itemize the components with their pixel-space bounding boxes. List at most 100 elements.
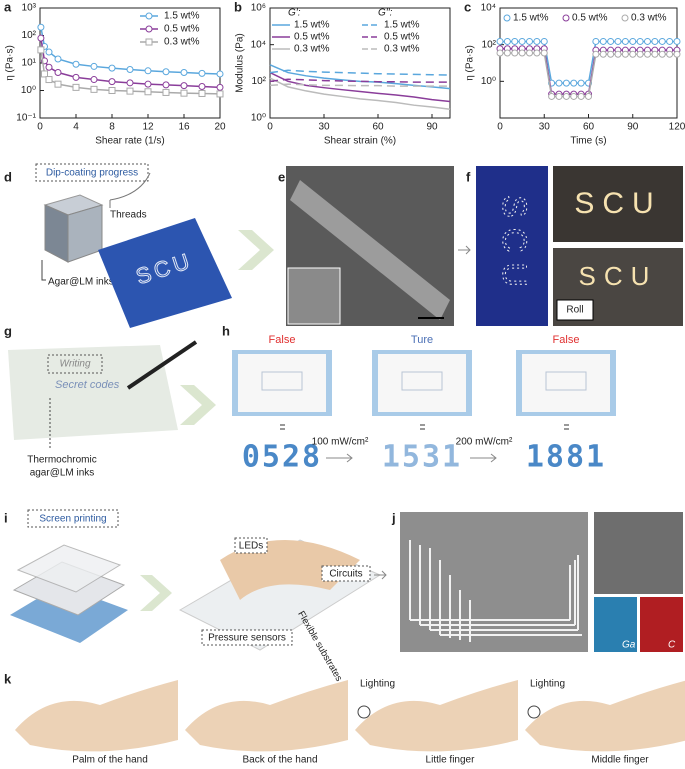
hand [15,680,178,752]
y-tick-label: 10³ [22,3,37,14]
d-title: Dip-coating progress [46,168,138,179]
legend-marker [145,12,153,20]
h-panel: False 0528 Ture 1531 False 1881 100 mW/cm² 200 … [232,334,616,475]
hand [185,680,348,752]
series-line [269,71,451,103]
legend-label: 1.5 wt% [384,20,420,31]
led-letters: SCU [579,261,658,291]
k-panel: Palm of the hand Back of the hand Little f… [15,679,685,766]
marker [570,92,578,100]
i-leds: LEDs [239,541,263,552]
panel-label: g [4,323,12,338]
bars [280,428,285,430]
led-glow [357,705,371,719]
arrow [180,385,216,425]
legend-label: 0.5 wt% [294,32,330,43]
marker [518,37,526,45]
marker [533,37,541,45]
pointer [109,172,151,208]
legend-marker [145,38,153,46]
screen-digits [545,371,587,391]
marker [555,92,563,100]
marker [54,69,62,77]
y-tick-label: 10² [252,76,267,87]
marker [540,49,548,57]
panel-label: k [4,671,12,686]
marker [45,76,53,84]
y-tick-label: 10² [22,30,37,41]
marker [496,49,504,57]
marker [636,37,644,45]
marker [614,37,622,45]
marker [37,34,45,42]
marker [126,87,134,95]
lighting: Lighting [360,679,395,690]
marker [636,50,644,58]
panel-label: c [464,0,471,14]
chart: b 10⁰ 10² 10⁴ 10⁶ 0 30 60 90 Shear strain (%) Modu… [234,0,451,147]
marker [644,37,651,45]
marker [72,73,80,81]
marker [144,80,152,88]
x-tick-label: 0 [497,122,503,133]
marker [577,92,585,100]
series-line [269,69,451,76]
legend-label: 0.5 wt% [164,24,200,35]
marker [198,89,206,97]
roll-box [556,299,594,321]
marker [651,50,659,58]
marker [108,78,116,86]
marker [180,89,188,97]
marker [108,64,116,72]
legend-label: 1.5 wt% [513,13,549,24]
series-line [269,83,450,87]
marker [108,87,116,94]
bars [280,424,285,426]
paper [8,345,178,440]
marker [607,50,615,58]
hand [355,680,518,752]
x-tick-label: 90 [426,122,438,133]
panel-label: f [466,169,471,184]
marker [599,50,607,58]
x-axis-label: Shear strain (%) [324,136,396,147]
y-tick-label: 10² [482,39,497,50]
marker [548,92,556,100]
d-inks: Agar@LM inks [48,277,114,288]
marker [144,67,152,75]
y-tick-label: 10⁶ [251,3,266,14]
marker [90,76,98,84]
pointer [41,260,46,281]
power-label: 100 mW/cm² [312,437,369,448]
x-tick-label: 12 [142,122,154,133]
marker [562,79,570,87]
f-roll: Roll [566,305,583,316]
marker [673,37,681,45]
panel-label: a [4,0,12,14]
bars [420,428,425,430]
bars [564,424,569,426]
caption: Palm of the hand [72,755,148,766]
marker [54,55,62,63]
marker [658,37,666,45]
x-tick-label: 20 [214,122,226,133]
legend-label: 1.5 wt% [294,20,330,31]
legend-title: G': [288,8,301,19]
x-tick-label: 0 [267,122,273,133]
marker [162,88,170,96]
legend-marker [621,14,629,22]
g-ink: agar@LM inks [30,468,95,479]
cube-right [67,204,103,263]
x-tick-label: 120 [669,122,685,133]
marker [126,79,134,87]
d-threads: Threads [110,210,147,221]
marker [37,46,45,54]
fabric-photo [476,166,548,326]
x-tick-label: 30 [539,122,551,133]
marker [666,50,674,58]
plot-frame [499,7,678,119]
marker [496,37,504,45]
y-tick-label: 10⁰ [251,113,266,124]
marker [666,37,674,45]
arrow [470,453,497,463]
